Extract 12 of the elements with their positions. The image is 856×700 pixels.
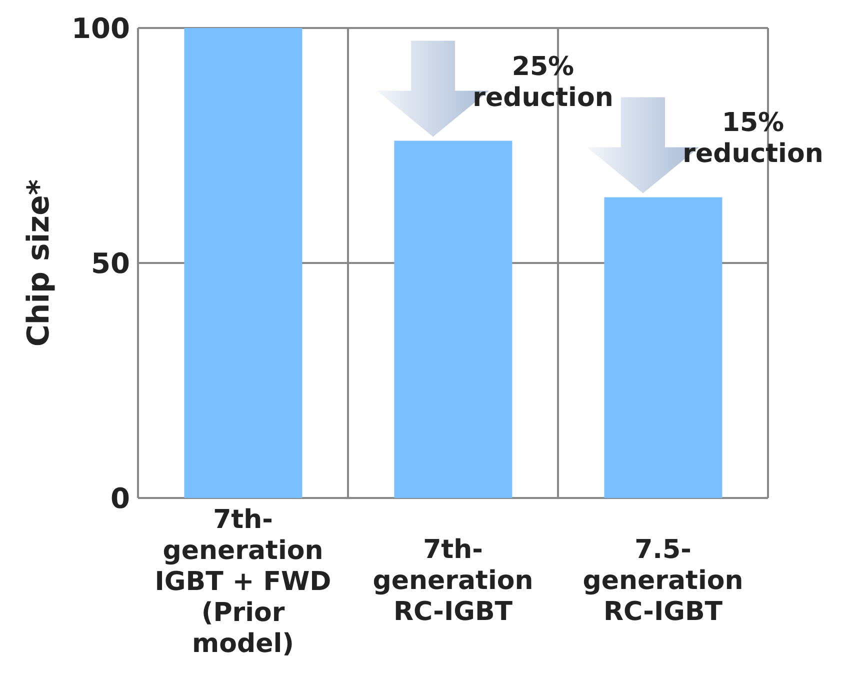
- bar: [184, 28, 302, 498]
- y-tick-label: 100: [72, 12, 130, 45]
- y-axis-title: Chip size*: [22, 179, 57, 347]
- bar: [394, 140, 512, 498]
- bar: [604, 197, 722, 498]
- y-tick-label: 0: [110, 482, 130, 515]
- annotation: 15% reduction: [682, 108, 824, 170]
- x-tick-label: 7th-generation IGBT + FWD (Prior model): [154, 505, 332, 659]
- x-tick-label: 7.5-generation RC-IGBT: [582, 535, 744, 627]
- x-tick-label: 7th-generation RC-IGBT: [372, 535, 534, 627]
- y-tick-label: 50: [91, 246, 130, 280]
- annotation: 25% reduction: [472, 52, 614, 113]
